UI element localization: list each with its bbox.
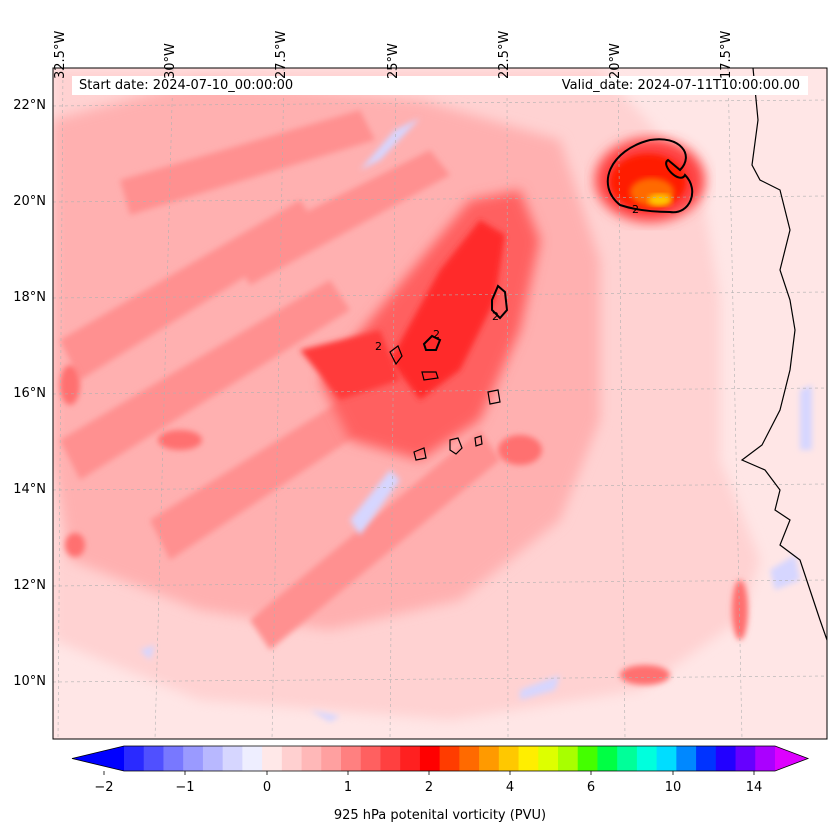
pv-2-contours [422, 138, 694, 351]
colorbar-swatch [735, 746, 756, 771]
cbar-tick-4: 4 [505, 780, 515, 795]
colorbar-swatch [163, 746, 184, 771]
lat-label-20n: 20°N [13, 194, 46, 209]
cbar-tick-14: 14 [745, 780, 763, 795]
lon-label-30w: 30°W [163, 43, 178, 79]
colorbar-swatch [419, 746, 441, 771]
colorbar-swatch [321, 746, 342, 771]
pv-field: 2 2 2 2 [53, 68, 827, 739]
cbar-tick-2: 2 [424, 780, 434, 795]
colorbar-swatch [222, 746, 243, 771]
colorbar-swatch [558, 746, 579, 771]
graticule [53, 68, 827, 739]
colorbar-swatch [715, 746, 737, 771]
colorbar-swatch [577, 746, 599, 771]
coastline [740, 68, 827, 641]
contour-label-east: 2 [433, 328, 440, 341]
colorbar-extend-min [72, 746, 124, 771]
colorbar-swatch [597, 746, 618, 771]
cbar-tick-neg1: −1 [175, 780, 195, 795]
colorbar-extend-max [775, 746, 808, 771]
contour-label-north: 2 [632, 203, 639, 216]
colorbar-swatch [124, 746, 145, 771]
colorbar-swatch [262, 746, 283, 771]
colorbar-swatch [696, 746, 717, 771]
colorbar-swatch [617, 746, 638, 771]
colorbar-swatch [242, 746, 263, 771]
lat-label-18n: 18°N [13, 290, 46, 305]
cbar-tick-1: 1 [343, 780, 353, 795]
colorbar-swatch [360, 746, 382, 771]
valid-date: Valid_date: 2024-07-11T10:00:00.00 [561, 78, 800, 93]
lon-label-20w: 20°W [608, 43, 623, 79]
colorbar-swatch [143, 746, 165, 771]
lat-label-22n: 22°N [13, 98, 46, 113]
colorbar-swatch [400, 746, 421, 771]
colorbar-swatch [439, 746, 460, 771]
lon-label-27-5w: 27.5°W [274, 30, 289, 79]
islands [389, 345, 501, 461]
lat-label-16n: 16°N [13, 386, 46, 401]
cbar-tick-6: 6 [586, 780, 596, 795]
colorbar-swatch [380, 746, 401, 771]
lon-label-17-5w: 17.5°W [719, 30, 734, 79]
start-date: Start date: 2024-07-10_00:00:00 [79, 78, 294, 93]
colorbar-swatch [281, 746, 303, 771]
info-banner [72, 76, 808, 95]
colorbar-swatch [656, 746, 677, 771]
contour-label-mid: 2 [492, 310, 499, 323]
colorbar-swatch [498, 746, 520, 771]
cbar-tick-neg2: −2 [94, 780, 114, 795]
colorbar-swatch [676, 746, 697, 771]
cbar-tick-10: 10 [664, 780, 682, 795]
lon-label-32-5w: 32.5°W [53, 30, 68, 79]
colorbar-outline [71, 745, 810, 772]
lon-label-25w: 25°W [386, 43, 401, 79]
colorbar-swatch [538, 746, 559, 771]
contour-label-west: 2 [375, 340, 382, 353]
colorbar-swatch [341, 746, 362, 771]
colorbar-swatch [301, 746, 322, 771]
colorbar-label: 925 hPa potenital vorticity (PVU) [333, 808, 547, 823]
cbar-tick-0: 0 [262, 780, 272, 795]
colorbar-swatch [183, 746, 204, 771]
colorbar-swatch [636, 746, 658, 771]
lon-label-22-5w: 22.5°W [497, 30, 512, 79]
colorbar-swatch [518, 746, 539, 771]
lat-label-12n: 12°N [13, 578, 46, 593]
map-frame [52, 67, 828, 740]
colorbar-swatch [479, 746, 500, 771]
lat-label-14n: 14°N [13, 482, 46, 497]
lat-label-10n: 10°N [13, 674, 46, 689]
colorbar-swatch [459, 746, 480, 771]
colorbar [71, 745, 810, 775]
colorbar-swatch [755, 746, 776, 771]
colorbar-swatch [202, 746, 224, 771]
